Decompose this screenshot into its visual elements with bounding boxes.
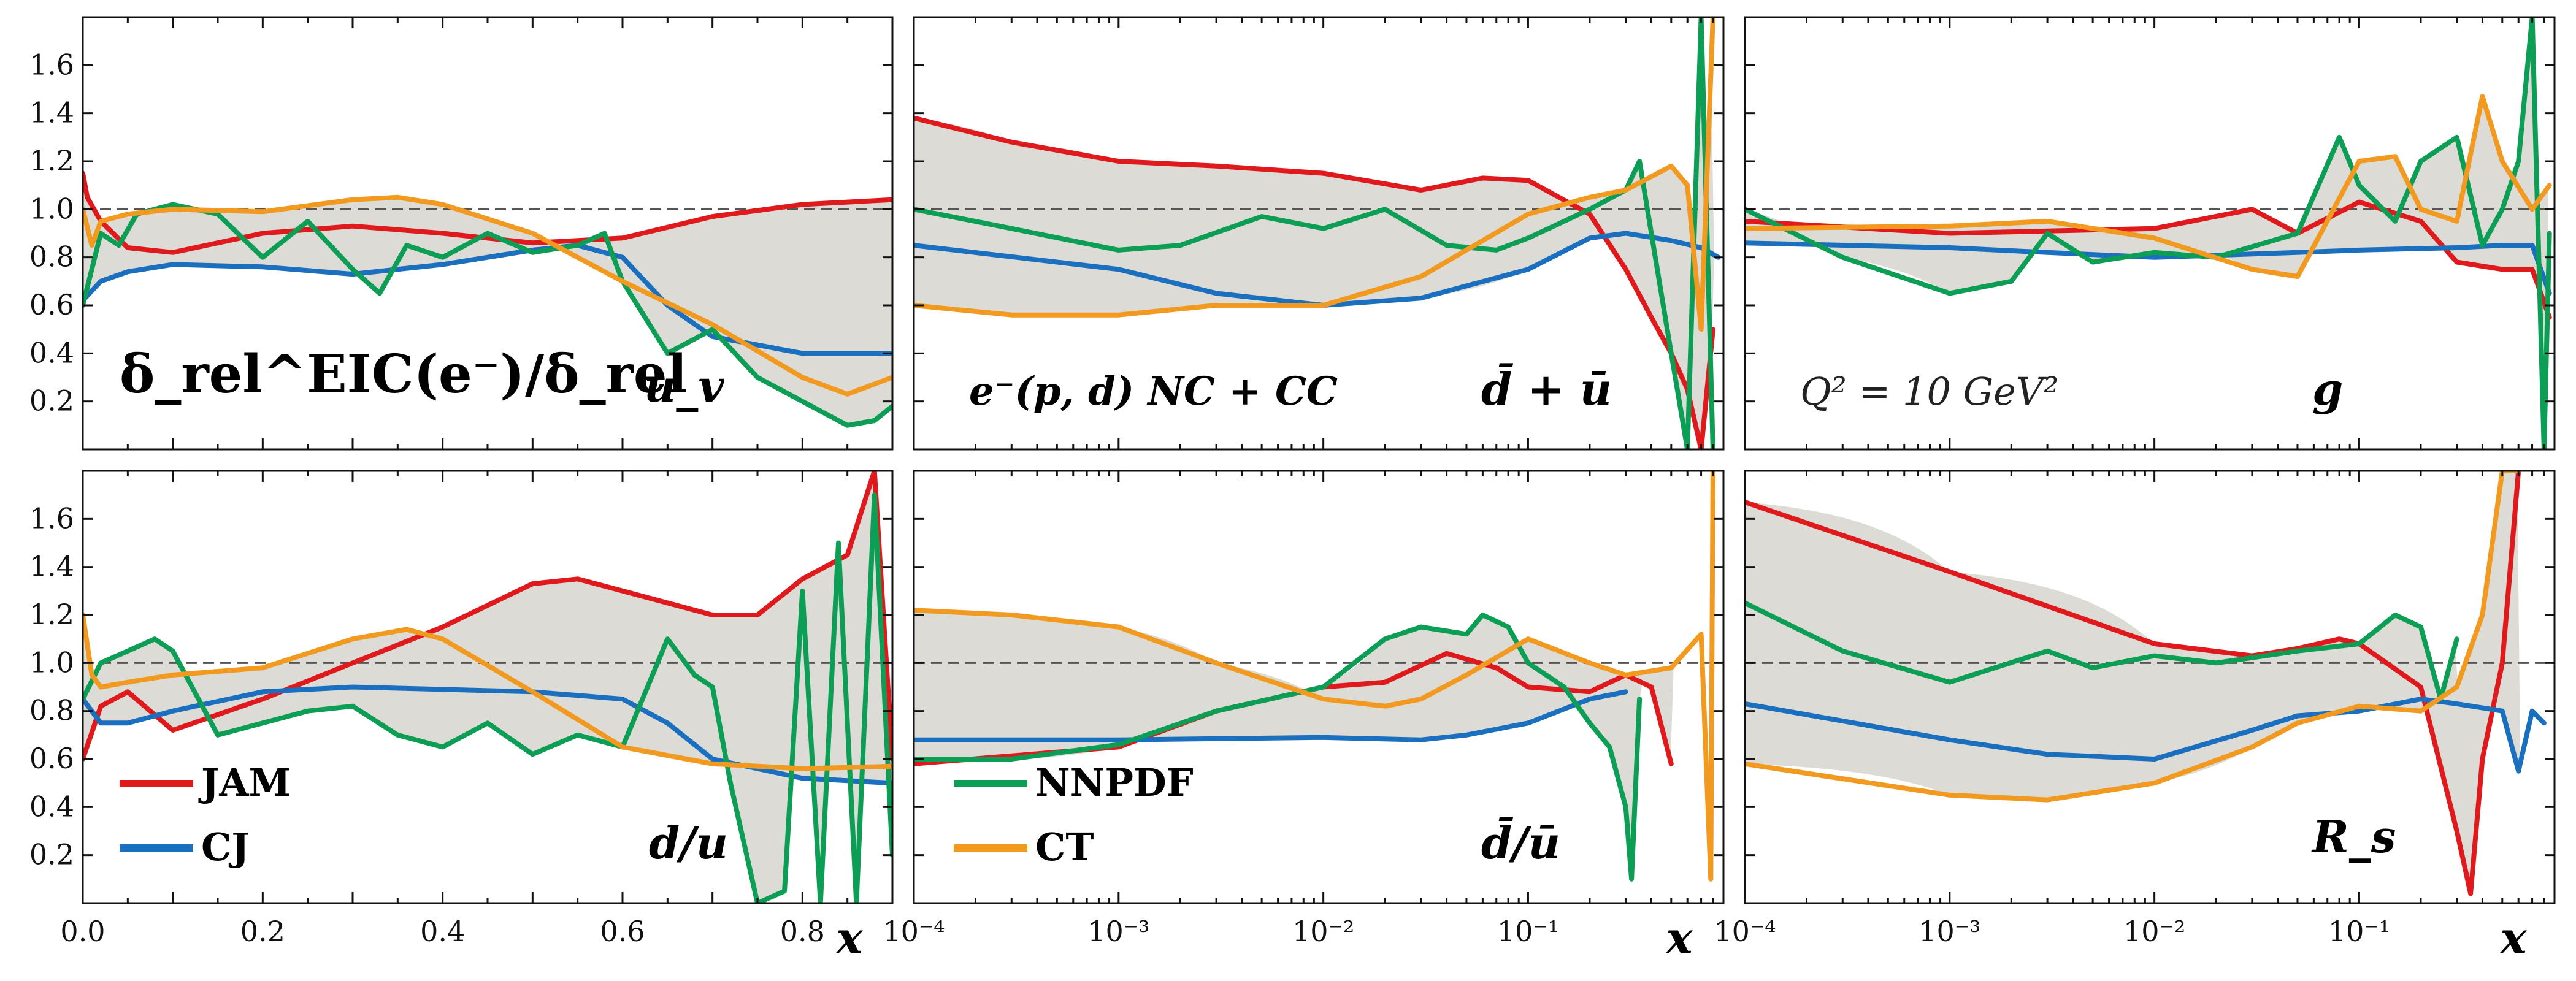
y-tick-label: 1.6 [29,48,74,81]
y-tick-label: 1.2 [29,598,74,631]
legend-label-nnpdf: NNPDF [1035,760,1194,805]
legend-label-cj: CJ [201,825,250,869]
y-tick-label: 1.6 [29,502,74,535]
y-tick-label: 0.4 [29,336,74,369]
y-tick-label: 1.2 [29,144,74,177]
y-tick-label: 0.4 [29,790,74,823]
ratio-label: δ_rel^EIC(e⁻)/δ_rel [120,343,687,405]
series-nnpdf-line [914,613,1643,882]
legend-middle: NNPDF CT [954,760,1194,869]
panel-dbar/ubar: 10⁻⁴ 10⁻³ 10⁻² 10⁻¹ [883,470,1725,948]
series-ct-line [83,194,892,397]
series-ct-line [83,613,892,771]
series-cj-line [1745,240,2552,296]
series-cj-line [1745,697,2547,774]
x-tick-label: 10⁻¹ [1497,915,1559,948]
panel-g [1744,16,2556,451]
y-tick-label: 1.4 [29,96,74,129]
y-tick-label: 1.0 [29,192,74,225]
x-tick-label: 10⁻² [2123,915,2185,948]
x-tick-label: 0.8 [780,915,825,948]
y-tick-label: 1.4 [29,550,74,583]
series-nnpdf-line [83,492,892,903]
uncertainty-band [914,36,1717,445]
legend-label-ct: CT [1035,825,1094,869]
x-axis-label-2: x [1665,912,1693,964]
panel-frame [913,470,1725,904]
y-tick-label: 1.0 [29,646,74,679]
panel-frame [913,16,1725,451]
y-tick-label: 0.2 [29,384,74,418]
series-nnpdf-line [1745,17,2552,449]
x-tick-label: 10⁻¹ [2328,915,2390,948]
series-ct-line [914,17,1715,332]
series-cj-line [914,231,1721,308]
series-cj-line [914,689,1628,742]
uncertainty-band [1745,471,2542,893]
y-tick-label: 0.2 [29,838,74,871]
series-ct-line [1745,471,2521,803]
series-nnpdf-line [1745,600,2459,702]
panel-d/u: 0.2 0.4 0.6 0.8 1.0 1.2 1.4 1.6 0.0 0.2 0.4 0.6 0.8 [29,470,894,948]
series-ct-line [914,471,1715,882]
panel-frame [1744,470,2556,904]
process-label: e⁻(p, d) NC + CC [969,368,1338,414]
y-tick-label: 0.8 [29,694,74,727]
uncertainty-band [1745,36,2548,405]
panel-title-dbar-over-ubar: d̄/ū [1481,816,1560,869]
panel-uv: 0.2 0.4 0.6 0.8 1.0 1.2 1.4 1.6 [29,16,894,451]
x-axis-label-3: x [2499,912,2528,964]
x-tick-label: 10⁻³ [1087,915,1149,948]
panel-frame [1744,16,2556,451]
legend-left: JAM CJ [120,760,291,869]
y-tick-label: 0.8 [29,240,74,273]
panel-title-d-over-u: d/u [649,817,728,869]
x-tick-label: 10⁻² [1292,915,1354,948]
series-ct-line [1745,94,2552,279]
panel-Rs: 10⁻⁴ 10⁻³ 10⁻² 10⁻¹ [1714,470,2556,948]
panel-title-uv: u_v [644,360,724,412]
legend-label-jam: JAM [198,760,291,805]
x-tick-label: 0.0 [60,915,105,948]
uncertainty-band [83,473,892,903]
x-tick-label: 10⁻⁴ [883,915,945,948]
panel-title-Rs: R_s [2311,811,2396,863]
y-tick-label: 0.6 [29,742,74,775]
x-tick-label: 0.4 [420,915,465,948]
series-jam-line [83,471,892,762]
x-tick-label: 0.6 [600,915,645,948]
y-tick-label: 0.6 [29,288,74,321]
series-cj-line [83,684,892,786]
x-tick-label: 10⁻³ [1919,915,1980,948]
series-nnpdf-line [914,17,1715,449]
series-jam-line [1745,199,2552,320]
panel-title-dbar-plus-ubar: d̄ + ū [1481,362,1612,415]
panel-title-g: g [2312,363,2343,415]
x-axis-label-1: x [835,912,864,964]
x-tick-label: 10⁻⁴ [1714,915,1776,948]
x-tick-label: 0.2 [240,915,285,948]
series-jam-line [914,115,1715,449]
panel-dbar+ubar [913,16,1725,451]
q2-label: Q² = 10 GeV² [1800,369,2059,414]
